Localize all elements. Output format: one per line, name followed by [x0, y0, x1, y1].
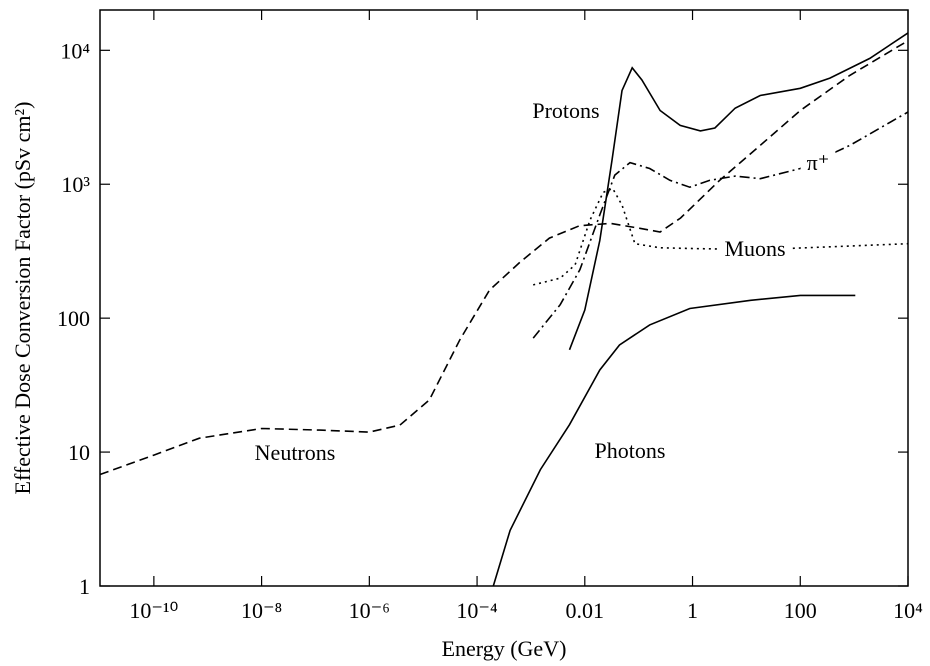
x-tick-label: 10⁴ — [893, 598, 923, 623]
x-tick-label: 10⁻⁸ — [241, 598, 282, 623]
x-tick-label: 0.01 — [566, 598, 605, 623]
label-background — [588, 438, 672, 463]
plot-frame — [99, 9, 909, 587]
x-tick-label: 10⁻⁶ — [349, 598, 390, 623]
series-line — [533, 187, 909, 286]
y-tick-label: 100 — [57, 306, 90, 331]
series-label: Protons — [532, 98, 599, 123]
series-line — [492, 294, 856, 587]
series-line — [532, 111, 909, 339]
x-tick-label: 10⁻⁴ — [456, 598, 498, 623]
y-tick-label: 10 — [68, 440, 90, 465]
x-axis-label: Energy (GeV) — [442, 636, 567, 661]
label-background — [248, 440, 342, 465]
label-background — [718, 236, 792, 261]
x-tick-label: 100 — [784, 598, 817, 623]
label-background — [526, 98, 606, 123]
y-tick-label: 10³ — [61, 172, 90, 197]
series-label: π⁺ — [807, 150, 830, 175]
y-axis-label: Effective Dose Conversion Factor (pSv cm… — [10, 102, 35, 495]
series-line — [568, 32, 909, 351]
x-tick-label: 1 — [687, 598, 698, 623]
y-tick-label: 1 — [79, 574, 90, 599]
series-label: Neutrons — [255, 440, 336, 465]
label-background — [800, 150, 836, 175]
series-line — [99, 40, 909, 476]
y-tick-label: 10⁴ — [60, 38, 90, 63]
x-tick-label: 10⁻¹⁰ — [129, 598, 178, 623]
series-label: Muons — [724, 236, 785, 261]
series-label: Photons — [595, 438, 666, 463]
